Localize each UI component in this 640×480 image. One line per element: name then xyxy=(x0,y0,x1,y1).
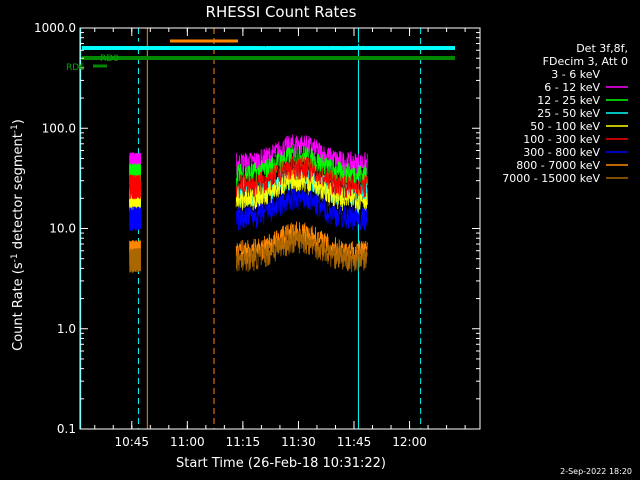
y-axis: 0.1 1.0 10.0 100.0 1000.0 xyxy=(34,21,480,436)
legend-header-2: FDecim 3, Att 0 xyxy=(543,55,628,68)
legend-entry: 7000 - 15000 keV xyxy=(502,172,600,185)
chart-title: RHESSI Count Rates xyxy=(206,3,357,21)
series-line xyxy=(235,169,368,213)
series-line xyxy=(235,188,368,231)
plot-area xyxy=(80,28,455,429)
legend-entry: 50 - 100 keV xyxy=(530,120,600,133)
series-line xyxy=(235,229,368,273)
series-line xyxy=(129,206,142,232)
y-tick-label: 10.0 xyxy=(49,222,76,236)
x-axis: 10:45 11:00 11:15 11:30 11:45 12:00 xyxy=(94,28,466,449)
legend-header-1: Det 3f,8f, xyxy=(576,42,628,55)
y-tick-label: 0.1 xyxy=(57,422,76,436)
y-tick-label: 1000.0 xyxy=(34,21,76,35)
y-tick-label: 100.0 xyxy=(42,121,76,135)
legend-entry: 300 - 800 keV xyxy=(523,146,600,159)
legend-entry: 25 - 50 keV xyxy=(537,107,600,120)
series-line xyxy=(129,40,142,47)
y-tick-label: 1.0 xyxy=(57,322,76,336)
y-axis-label: Count Rate (s-1 detector segment-1) xyxy=(10,119,26,351)
series-line xyxy=(129,174,142,200)
x-tick-label: 11:15 xyxy=(226,435,261,449)
x-axis-label: Start Time (26-Feb-18 10:31:22) xyxy=(176,456,386,471)
x-tick-label: 11:30 xyxy=(281,435,316,449)
legend-entry: 3 - 6 keV xyxy=(551,68,600,81)
x-tick-label: 11:45 xyxy=(337,435,372,449)
x-tick-label: 10:45 xyxy=(114,435,149,449)
series-line xyxy=(129,248,142,273)
legend-entry: 6 - 12 keV xyxy=(544,81,600,94)
x-tick-label: 11:00 xyxy=(170,435,205,449)
x-tick-label: 12:00 xyxy=(392,435,427,449)
legend-entry: 800 - 7000 keV xyxy=(516,159,600,172)
rd0-label: RD0 xyxy=(100,54,119,64)
series-line xyxy=(235,39,368,48)
date-stamp: 2-Sep-2022 18:20 xyxy=(560,467,632,476)
legend-entry: 100 - 300 keV xyxy=(523,133,600,146)
series-line xyxy=(235,155,368,200)
rd6-label: RD6 xyxy=(66,63,85,73)
legend-entry: 12 - 25 keV xyxy=(537,94,600,107)
